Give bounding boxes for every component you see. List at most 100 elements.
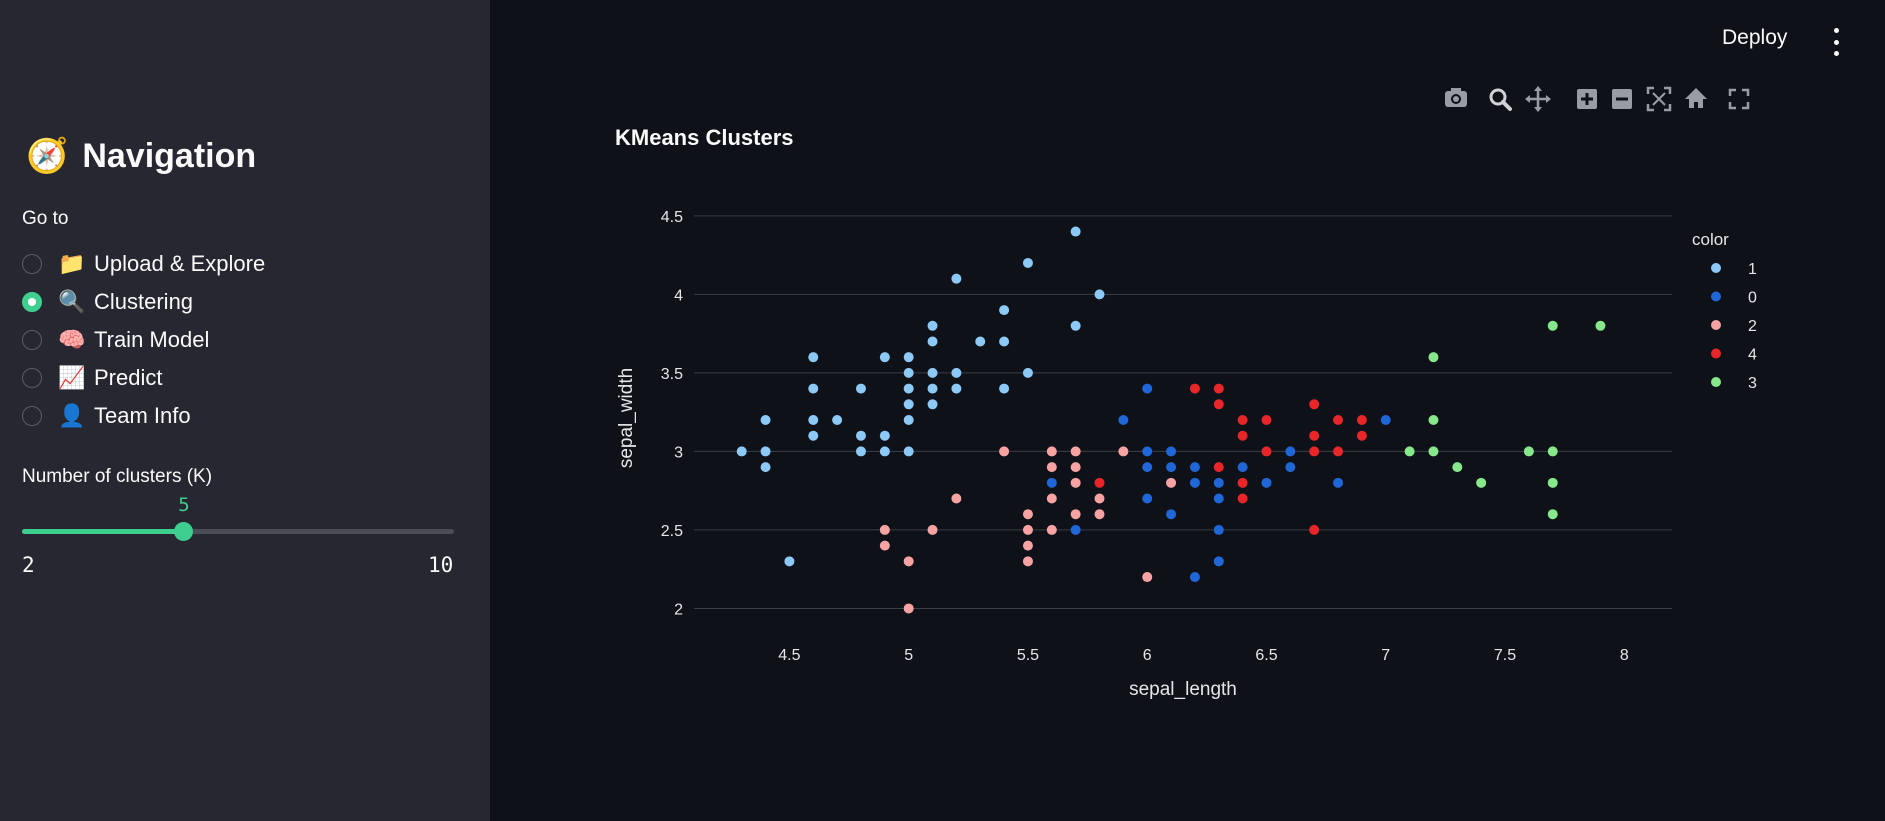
data-point-cluster-2[interactable] [927, 524, 938, 535]
data-point-cluster-3[interactable] [1452, 462, 1463, 473]
data-point-cluster-4[interactable] [1213, 462, 1224, 473]
data-point-cluster-1[interactable] [760, 415, 771, 425]
data-point-cluster-0[interactable] [1142, 383, 1153, 394]
data-point-cluster-0[interactable] [1166, 462, 1177, 473]
data-point-cluster-0[interactable] [1261, 477, 1272, 488]
nav-option-team-info[interactable]: 👤 Team Info [22, 397, 265, 435]
data-point-cluster-0[interactable] [1118, 415, 1129, 425]
data-point-cluster-0[interactable] [1189, 572, 1200, 583]
data-point-cluster-3[interactable] [1404, 446, 1415, 457]
data-point-cluster-4[interactable] [1237, 415, 1248, 425]
data-point-cluster-2[interactable] [1022, 556, 1033, 567]
data-point-cluster-4[interactable] [1309, 399, 1320, 410]
data-point-cluster-1[interactable] [927, 383, 938, 394]
data-point-cluster-3[interactable] [1547, 477, 1558, 488]
pan-icon[interactable] [1525, 86, 1551, 112]
data-point-cluster-2[interactable] [1070, 509, 1081, 520]
data-point-cluster-0[interactable] [1166, 446, 1177, 457]
data-point-cluster-4[interactable] [1309, 524, 1320, 535]
data-point-cluster-2[interactable] [1118, 446, 1129, 457]
data-point-cluster-1[interactable] [1094, 289, 1105, 300]
data-point-cluster-1[interactable] [903, 352, 914, 363]
data-point-cluster-0[interactable] [1142, 462, 1153, 473]
data-point-cluster-1[interactable] [903, 367, 914, 378]
data-point-cluster-4[interactable] [1094, 477, 1105, 488]
data-point-cluster-3[interactable] [1428, 446, 1439, 457]
data-point-cluster-3[interactable] [1476, 477, 1487, 488]
data-point-cluster-1[interactable] [855, 446, 866, 457]
kebab-menu-icon[interactable] [1826, 28, 1846, 56]
data-point-cluster-2[interactable] [999, 446, 1010, 457]
data-point-cluster-2[interactable] [1022, 540, 1033, 551]
data-point-cluster-3[interactable] [1595, 320, 1606, 331]
deploy-button[interactable]: Deploy [1722, 26, 1788, 49]
legend-item-4[interactable]: 4 [1711, 347, 1757, 364]
data-point-cluster-4[interactable] [1213, 383, 1224, 394]
data-point-cluster-1[interactable] [975, 336, 986, 347]
data-point-cluster-2[interactable] [903, 556, 914, 567]
data-point-cluster-0[interactable] [1380, 415, 1391, 425]
data-point-cluster-2[interactable] [951, 493, 962, 504]
data-point-cluster-1[interactable] [927, 367, 938, 378]
data-point-cluster-2[interactable] [1046, 446, 1057, 457]
data-point-cluster-2[interactable] [879, 524, 890, 535]
legend-item-0[interactable]: 0 [1711, 290, 1757, 307]
data-point-cluster-1[interactable] [879, 446, 890, 457]
data-point-cluster-1[interactable] [1070, 320, 1081, 331]
data-point-cluster-1[interactable] [903, 383, 914, 394]
clusters-slider-track[interactable] [22, 529, 454, 534]
data-point-cluster-0[interactable] [1142, 446, 1153, 457]
data-point-cluster-2[interactable] [1142, 572, 1153, 583]
data-point-cluster-1[interactable] [760, 446, 771, 457]
home-icon[interactable] [1685, 88, 1707, 108]
data-point-cluster-0[interactable] [1285, 446, 1296, 457]
zoom-in-icon[interactable] [1577, 89, 1597, 109]
data-point-cluster-0[interactable] [1213, 477, 1224, 488]
data-point-cluster-0[interactable] [1213, 556, 1224, 567]
data-point-cluster-1[interactable] [1022, 367, 1033, 378]
data-point-cluster-0[interactable] [1333, 477, 1344, 488]
data-point-cluster-3[interactable] [1547, 509, 1558, 520]
data-point-cluster-3[interactable] [1428, 415, 1439, 425]
nav-option-upload-explore[interactable]: 📁 Upload & Explore [22, 245, 265, 283]
data-point-cluster-4[interactable] [1261, 415, 1272, 425]
data-point-cluster-1[interactable] [903, 399, 914, 410]
data-point-cluster-0[interactable] [1189, 462, 1200, 473]
data-point-cluster-4[interactable] [1333, 446, 1344, 457]
data-point-cluster-4[interactable] [1309, 446, 1320, 457]
data-point-cluster-0[interactable] [1237, 462, 1248, 473]
data-point-cluster-2[interactable] [1046, 493, 1057, 504]
data-point-cluster-1[interactable] [927, 399, 938, 410]
data-point-cluster-4[interactable] [1356, 430, 1367, 441]
fullscreen-icon[interactable] [1728, 88, 1750, 110]
data-point-cluster-2[interactable] [1094, 493, 1105, 504]
clusters-slider-thumb[interactable] [174, 522, 193, 541]
data-point-cluster-1[interactable] [951, 273, 962, 284]
autoscale-icon[interactable] [1646, 86, 1672, 112]
data-point-cluster-1[interactable] [927, 336, 938, 347]
data-point-cluster-1[interactable] [855, 430, 866, 441]
data-point-cluster-4[interactable] [1213, 399, 1224, 410]
data-point-cluster-0[interactable] [1046, 477, 1057, 488]
data-point-cluster-1[interactable] [855, 383, 866, 394]
data-point-cluster-0[interactable] [1285, 462, 1296, 473]
data-point-cluster-2[interactable] [1094, 509, 1105, 520]
data-point-cluster-1[interactable] [999, 383, 1010, 394]
data-point-cluster-3[interactable] [1547, 446, 1558, 457]
legend-item-2[interactable]: 2 [1711, 318, 1757, 335]
data-point-cluster-1[interactable] [1022, 257, 1033, 268]
legend-item-3[interactable]: 3 [1711, 375, 1757, 392]
data-point-cluster-3[interactable] [1523, 446, 1534, 457]
data-point-cluster-2[interactable] [1022, 509, 1033, 520]
data-point-cluster-2[interactable] [1046, 524, 1057, 535]
nav-option-train-model[interactable]: 🧠 Train Model [22, 321, 265, 359]
radio-button[interactable] [22, 330, 42, 350]
radio-button[interactable] [22, 368, 42, 388]
data-point-cluster-3[interactable] [1428, 352, 1439, 363]
data-point-cluster-1[interactable] [808, 430, 819, 441]
data-point-cluster-1[interactable] [879, 430, 890, 441]
data-point-cluster-4[interactable] [1333, 415, 1344, 425]
radio-button[interactable] [22, 292, 42, 312]
data-point-cluster-1[interactable] [808, 352, 819, 363]
data-point-cluster-4[interactable] [1237, 477, 1248, 488]
